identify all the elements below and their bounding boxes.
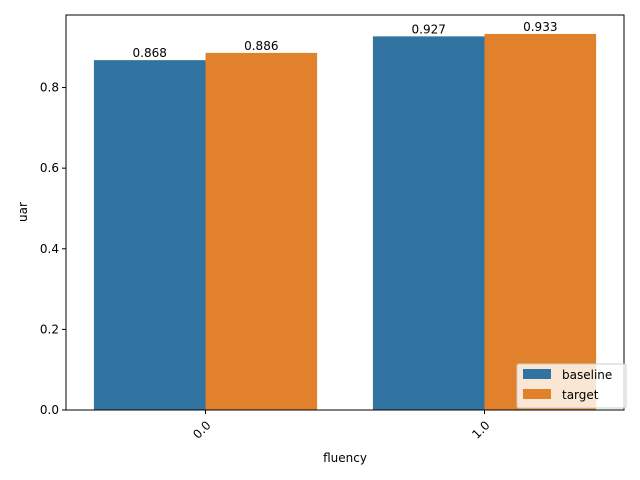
legend: baseline target xyxy=(516,363,627,409)
x-ticks-group: 0.0 1.0 xyxy=(190,410,493,442)
data-labels-group: 0.868 0.927 0.886 0.933 xyxy=(133,20,558,60)
bar-target-0.0 xyxy=(205,52,318,410)
data-label-target-1.0: 0.933 xyxy=(523,20,557,34)
bar-baseline-0.0 xyxy=(93,60,206,411)
data-label-target-0.0: 0.886 xyxy=(244,39,278,53)
data-label-baseline-1.0: 0.927 xyxy=(412,22,446,36)
bars-group xyxy=(93,33,597,411)
legend-label-baseline: baseline xyxy=(562,368,612,382)
bar-target-1.0 xyxy=(484,33,597,410)
x-axis-label: fluency xyxy=(323,451,367,465)
bar-baseline-1.0 xyxy=(372,36,485,410)
y-tick-label: 0.8 xyxy=(40,81,59,95)
axes-group xyxy=(65,14,625,411)
y-tick-label: 0.0 xyxy=(40,403,59,417)
legend-label-target: target xyxy=(562,388,599,402)
data-label-baseline-0.0: 0.868 xyxy=(133,46,167,60)
y-ticks-group: 0.0 0.2 0.4 0.6 0.8 xyxy=(40,81,66,417)
y-tick-label: 0.4 xyxy=(40,242,59,256)
y-tick-label: 0.2 xyxy=(40,322,59,336)
x-tick-label: 0.0 xyxy=(190,418,213,441)
legend-swatch-target xyxy=(523,389,551,399)
y-tick-label: 0.6 xyxy=(40,161,59,175)
y-axis-label: uar xyxy=(16,202,30,222)
plot-frame xyxy=(65,14,625,411)
legend-swatch-baseline xyxy=(523,369,551,379)
x-tick-label: 1.0 xyxy=(469,418,492,441)
